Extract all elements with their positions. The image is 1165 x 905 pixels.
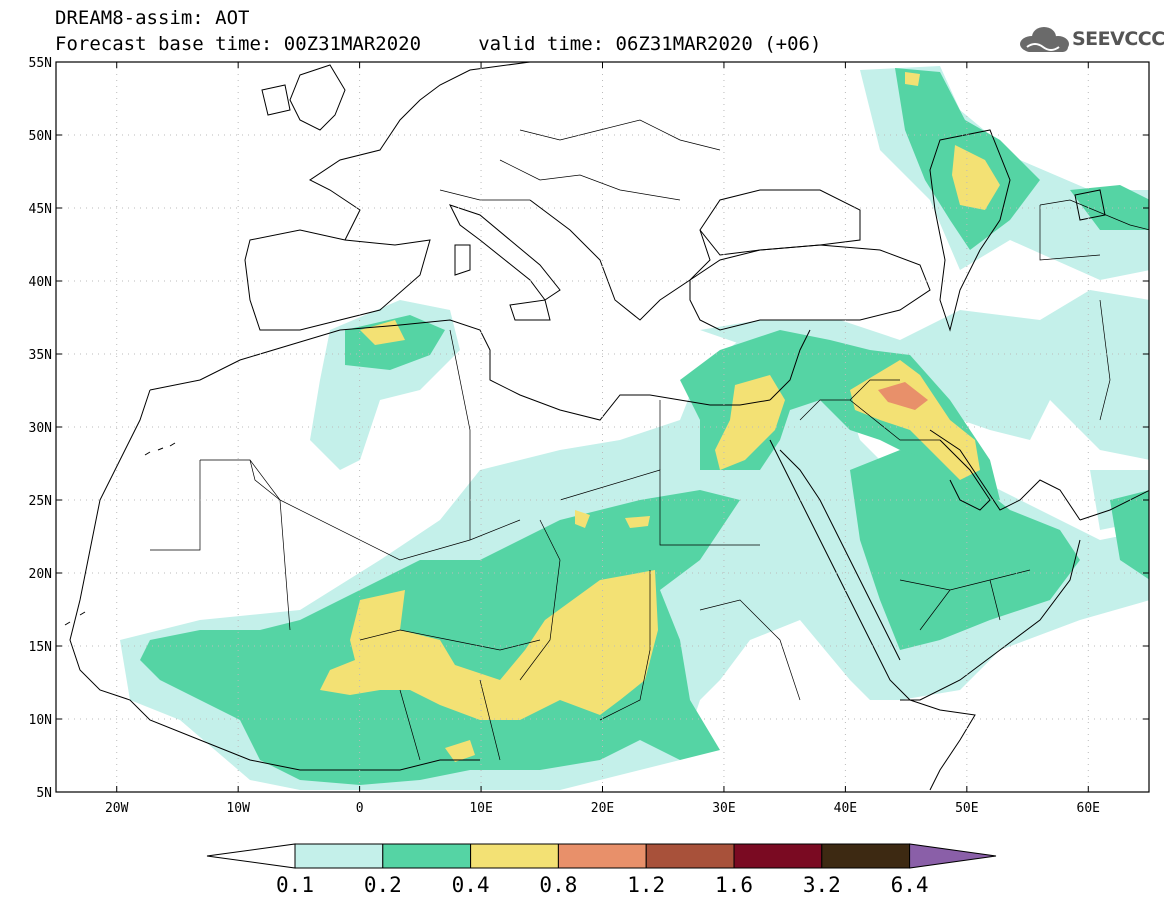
colorbar-label: 1.2 bbox=[627, 873, 665, 897]
colorbar-label: 0.1 bbox=[276, 873, 314, 897]
lat-axis-labels: 55N 50N 45N 40N 35N 30N 25N 20N 15N 10N 5N bbox=[29, 56, 52, 801]
lat-label: 50N bbox=[29, 129, 52, 144]
colorbar-boxes bbox=[206, 843, 997, 869]
title-line-1: DREAM8-assim: AOT bbox=[55, 7, 250, 29]
coastlines bbox=[64, 62, 1149, 791]
lon-label: 10W bbox=[226, 801, 250, 816]
axis-ticks bbox=[56, 61, 1149, 793]
colorbar-box bbox=[382, 843, 472, 869]
lon-label: 10E bbox=[469, 801, 492, 816]
colorbar-box bbox=[733, 843, 823, 869]
lat-label: 25N bbox=[29, 494, 52, 509]
aot-band-0.8 bbox=[878, 382, 928, 410]
colorbar-box bbox=[645, 843, 735, 869]
lon-label: 40E bbox=[834, 801, 857, 816]
cloud-icon bbox=[1020, 27, 1069, 52]
lat-label: 40N bbox=[29, 275, 52, 290]
colorbar-box bbox=[557, 843, 647, 869]
title-line-2: Forecast base time: 00Z31MAR2020 valid t… bbox=[55, 33, 822, 55]
lat-label: 45N bbox=[29, 202, 52, 217]
lon-label: 20W bbox=[105, 801, 129, 816]
colorbar-labels: 0.1 0.2 0.4 0.8 1.2 1.6 3.2 6.4 bbox=[276, 873, 929, 897]
colorbar-box bbox=[470, 843, 559, 869]
lat-label: 55N bbox=[29, 56, 52, 71]
lon-label: 30E bbox=[712, 801, 735, 816]
country-borders bbox=[150, 119, 1149, 761]
lon-label: 20E bbox=[591, 801, 614, 816]
lat-label: 30N bbox=[29, 421, 52, 436]
lat-label: 5N bbox=[36, 786, 52, 801]
colorbar-label: 0.2 bbox=[364, 873, 402, 897]
colorbar-label: 3.2 bbox=[803, 873, 841, 897]
lon-label: 0 bbox=[356, 801, 364, 816]
colorbar-label: 6.4 bbox=[891, 873, 929, 897]
seevccc-logo bbox=[1020, 27, 1069, 52]
gridlines bbox=[56, 62, 1149, 792]
lat-label: 15N bbox=[29, 640, 52, 655]
colorbar-label: 0.4 bbox=[452, 873, 490, 897]
colorbar-under-triangle bbox=[206, 843, 296, 869]
lat-label: 20N bbox=[29, 567, 52, 582]
colorbar-label: 0.8 bbox=[539, 873, 577, 897]
lon-label: 50E bbox=[955, 801, 978, 816]
colorbar-label: 1.6 bbox=[715, 873, 753, 897]
colorbar-box bbox=[294, 843, 384, 869]
lat-label: 10N bbox=[29, 713, 52, 728]
aot-field bbox=[120, 66, 1149, 790]
logo-text: SEEVCCC bbox=[1072, 28, 1165, 50]
colorbar-box bbox=[821, 843, 911, 869]
lat-label: 35N bbox=[29, 348, 52, 363]
colorbar-over-triangle bbox=[909, 843, 997, 869]
lon-label: 60E bbox=[1077, 801, 1100, 816]
lon-axis-labels: 20W 10W 0 10E 20E 30E 40E 50E 60E bbox=[105, 801, 1100, 816]
